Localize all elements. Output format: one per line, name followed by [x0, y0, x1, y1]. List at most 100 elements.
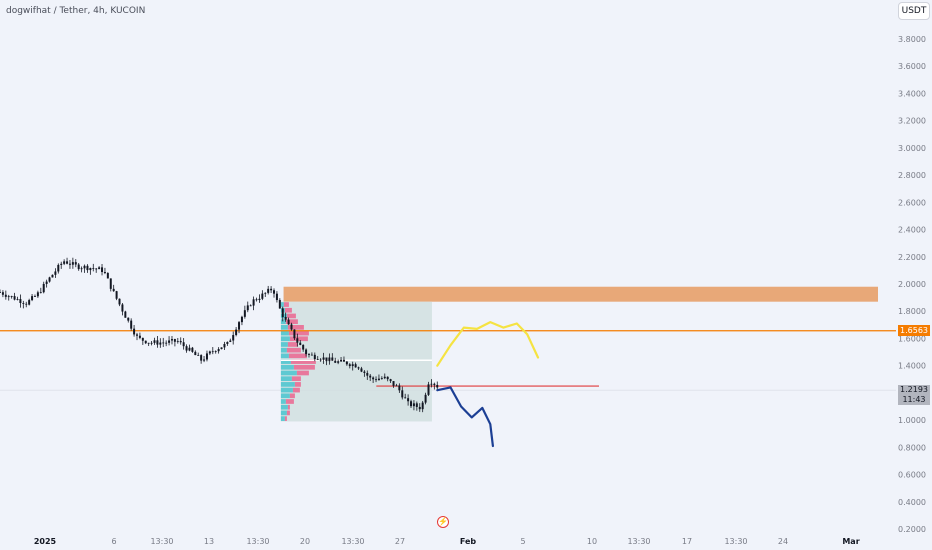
candle-body — [284, 316, 287, 320]
candle-body — [31, 296, 34, 301]
last-price-value: 1.2193 — [900, 385, 928, 394]
candle-body — [36, 292, 39, 297]
candle-body — [92, 268, 95, 269]
candle-body — [42, 283, 45, 293]
volume-bar-down — [285, 399, 294, 404]
candle-body — [25, 303, 28, 305]
candle-body — [127, 317, 130, 321]
volume-bar-down — [292, 387, 300, 393]
candle-body — [51, 274, 54, 278]
candle-body — [398, 385, 401, 391]
candle-body — [334, 360, 337, 363]
y-tick-label: 0.6000 — [898, 471, 926, 480]
candle-body — [179, 341, 182, 343]
candle-body — [133, 328, 136, 335]
candle-body — [296, 338, 299, 343]
volume-bar-down — [290, 359, 316, 364]
candle-body — [226, 341, 229, 344]
candle-body — [337, 361, 340, 363]
volume-bar-down — [286, 313, 296, 319]
volume-bar-up — [280, 399, 286, 404]
y-tick-label: 2.4000 — [898, 226, 926, 235]
candle-body — [275, 293, 278, 301]
y-tick-label: 0.8000 — [898, 443, 926, 452]
last-price-tag: 1.2193 11:43 — [898, 385, 930, 405]
x-tick-label: 13 — [204, 537, 214, 546]
x-tick-label: 13:30 — [246, 537, 269, 546]
volume-bar-down — [286, 347, 301, 353]
candle-body — [313, 354, 316, 360]
candle-body — [261, 293, 264, 299]
volume-bar-down — [284, 416, 287, 421]
volume-bar-up — [280, 376, 292, 382]
volume-bar-up — [280, 416, 285, 421]
candle-body — [380, 378, 383, 379]
volume-bar-down — [288, 353, 307, 359]
candle-body — [252, 299, 255, 306]
bearish-projection-path — [436, 386, 494, 448]
candle-body — [13, 296, 16, 300]
candle-body — [305, 349, 308, 355]
y-tick-label: 3.0000 — [898, 144, 926, 153]
candle-body — [197, 355, 200, 356]
candle-body — [433, 383, 436, 385]
candle-body — [138, 335, 141, 338]
lightning-icon[interactable]: ⚡ — [437, 516, 449, 528]
candle-body — [369, 375, 372, 378]
candle-body — [153, 340, 156, 343]
candle-body — [10, 296, 13, 297]
y-tick-label: 2.6000 — [898, 198, 926, 207]
y-tick-label: 1.6000 — [898, 334, 926, 343]
x-tick-label: 6 — [111, 537, 116, 546]
candle-body — [121, 304, 124, 312]
candle-body — [112, 288, 115, 292]
volume-bar-up — [280, 410, 287, 416]
candle-body — [310, 354, 313, 356]
volume-bar-up — [280, 319, 286, 325]
candle-body — [188, 347, 191, 351]
volume-bar-down — [286, 410, 290, 416]
candle-body — [103, 271, 106, 273]
candle-body — [150, 342, 153, 344]
candle-body — [331, 357, 334, 361]
candle-body — [258, 298, 261, 300]
candle-body — [232, 335, 235, 341]
candle-body — [86, 265, 89, 271]
candle-body — [57, 264, 60, 272]
candle-body — [200, 355, 203, 361]
volume-bar-down — [288, 330, 309, 336]
candle-body — [77, 264, 80, 270]
candle-body — [173, 339, 176, 342]
y-tick-label: 1.8000 — [898, 307, 926, 316]
volume-bar-up — [280, 359, 291, 364]
candle-body — [375, 379, 378, 381]
x-tick-label: 2025 — [34, 537, 57, 546]
candle-body — [33, 296, 36, 297]
candle-body — [238, 322, 241, 330]
level-price-tag: 1.6563 — [898, 325, 930, 336]
candle-body — [246, 305, 249, 311]
candle-body — [410, 401, 413, 407]
x-tick-label: 13:30 — [341, 537, 364, 546]
volume-bar-up — [280, 330, 289, 336]
candle-body — [229, 340, 232, 342]
candle-body — [176, 341, 179, 342]
candle-body — [235, 329, 238, 336]
volume-bar-down — [287, 325, 304, 330]
candle-body — [74, 262, 77, 265]
x-tick-label: 13:30 — [627, 537, 650, 546]
candle-body — [89, 268, 92, 271]
candle-body — [307, 354, 310, 355]
y-tick-label: 3.6000 — [898, 62, 926, 71]
volume-bar-up — [280, 313, 287, 319]
currency-button[interactable]: USDT — [898, 2, 930, 20]
y-tick-label: 2.0000 — [898, 280, 926, 289]
y-tick-label: 3.4000 — [898, 89, 926, 98]
candle-body — [60, 263, 63, 265]
candle-body — [217, 349, 220, 352]
candle-body — [124, 311, 127, 318]
y-tick-label: 0.2000 — [898, 525, 926, 534]
candle-body — [278, 300, 281, 309]
y-tick-label: 1.4000 — [898, 362, 926, 371]
